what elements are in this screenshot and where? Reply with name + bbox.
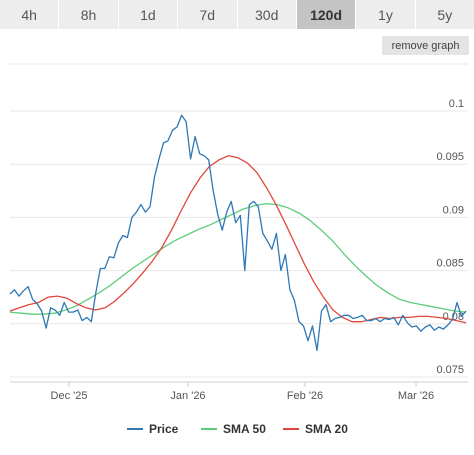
legend-label-price: Price — [149, 422, 179, 436]
legend-item-sma50[interactable]: SMA 50 — [201, 418, 266, 440]
y-tick-label: 0.09 — [443, 204, 464, 216]
tab-label: 8h — [80, 6, 97, 23]
tab-label: 30d — [255, 6, 279, 23]
legend-item-sma20[interactable]: SMA 20 — [283, 418, 348, 440]
legend-swatch-sma50 — [201, 428, 217, 430]
tab-label: 1y — [378, 6, 393, 23]
tab-1d[interactable]: 1d — [118, 0, 179, 29]
tab-label: 120d — [310, 6, 343, 23]
chart-grid — [10, 63, 468, 378]
y-tick-label: 0.085 — [436, 258, 464, 270]
tab-4h[interactable]: 4h — [0, 0, 60, 29]
tab-8h[interactable]: 8h — [59, 0, 119, 29]
tab-label: 5y — [437, 6, 453, 23]
tab-7d[interactable]: 7d — [178, 0, 238, 29]
tab-120d[interactable]: 120d — [296, 0, 357, 29]
x-tick-label: Dec '25 — [51, 390, 88, 402]
remove-graph-button[interactable]: remove graph — [382, 36, 469, 55]
x-axis: Dec '25 Jan '26 Feb '26 Mar '26 — [10, 381, 468, 402]
series-line-sma50 — [9, 202, 467, 315]
legend-label-sma50: SMA 50 — [223, 422, 266, 436]
tab-label: 4h — [21, 6, 37, 23]
time-range-tabs: 4h 8h 1d 7d 30d 120d 1y 5y — [0, 0, 474, 29]
legend-swatch-price — [127, 428, 143, 430]
y-tick-label: 0.075 — [436, 364, 464, 376]
tab-label: 7d — [199, 6, 216, 23]
x-tick-label: Feb '26 — [287, 390, 323, 402]
tab-5y[interactable]: 5y — [415, 0, 474, 29]
x-tick-label: Jan '26 — [170, 390, 205, 402]
chart-legend: Price SMA 50 SMA 20 — [0, 418, 474, 440]
legend-item-price[interactable]: Price — [127, 418, 178, 440]
legend-swatch-sma20 — [283, 428, 299, 430]
chart-series — [9, 114, 467, 352]
x-tick-label: Mar '26 — [398, 390, 434, 402]
legend-label-sma20: SMA 20 — [305, 422, 348, 436]
tab-1y[interactable]: 1y — [356, 0, 416, 29]
tab-30d[interactable]: 30d — [237, 0, 297, 29]
series-line-price — [9, 114, 467, 352]
y-tick-label: 0.1 — [449, 98, 464, 110]
tab-label: 1d — [140, 6, 156, 23]
y-tick-label: 0.095 — [436, 151, 464, 163]
remove-graph-label: remove graph — [391, 39, 460, 52]
